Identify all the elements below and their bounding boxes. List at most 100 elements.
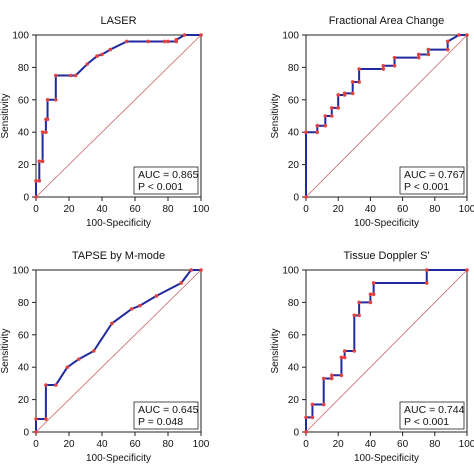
roc-point [416,52,421,57]
roc-point [40,130,45,134]
x-tick-label: 80 [429,439,441,450]
roc-point [54,98,58,102]
y-tick-label: 0 [23,193,29,204]
roc-point [357,300,361,305]
roc-point [321,402,326,407]
roc-point [321,376,326,381]
roc-point [85,62,89,66]
roc-point [352,349,357,353]
roc-panel-3: TAPSE by M-mode 0 20 40 60 80 100 0 20 40 60 80 100 1… [0,250,210,464]
roc-point [40,159,45,164]
roc-point [445,47,450,52]
y-tick-label: 20 [18,160,30,171]
roc-point [73,73,78,78]
chart-title: LASER [100,15,136,27]
roc-point [310,415,315,420]
y-tick-label: 80 [18,298,30,309]
x-tick-label: 80 [162,204,174,215]
roc-point [368,300,373,305]
auc-value: AUC = 0.767 [404,169,465,181]
roc-point [34,417,38,421]
plot-frame [305,269,468,433]
roc-point [45,98,50,102]
roc-point [37,159,42,164]
p-value: P < 0.001 [404,416,449,428]
roc-point [44,417,48,421]
x-tick-label: 100 [459,204,474,215]
roc-point [424,281,429,285]
roc-point [95,54,99,58]
roc-point [304,130,308,134]
y-tick-label: 40 [288,128,300,139]
roc-point [34,195,38,199]
roc-point [129,307,134,311]
y-tick-label: 80 [18,63,30,74]
roc-point [304,195,308,199]
roc-point [166,39,170,44]
x-tick-label: 0 [33,439,39,450]
x-tick-label: 20 [63,439,75,450]
roc-point [174,38,179,42]
roc-panel-1: LASER 0 20 40 60 80 100 0 20 40 60 80 100 100-Specifi… [0,15,210,229]
roc-point [182,33,187,37]
roc-point [371,281,376,285]
roc-point [336,93,341,97]
roc-point [315,130,320,134]
roc-point [179,281,183,285]
y-tick-label: 80 [288,298,300,309]
roc-point [323,123,328,128]
y-tick-label: 20 [18,395,30,406]
reference-diagonal [305,34,468,198]
reference-diagonal [305,269,468,433]
roc-point [357,80,361,84]
roc-point [315,123,320,128]
roc-curve [305,34,467,197]
roc-point [357,67,361,71]
roc-point [110,321,114,326]
roc-point [138,303,142,308]
x-tick-label: 100 [193,204,210,215]
y-axis-label: Sensitivity [0,328,11,373]
y-tick-label: 100 [12,31,29,42]
y-tick-label: 60 [18,95,30,106]
roc-point [350,80,355,84]
roc-point [416,55,421,60]
x-tick-label: 60 [397,439,409,450]
x-tick-label: 20 [333,204,345,215]
x-tick-label: 80 [429,204,441,215]
roc-point [371,292,376,297]
roc-point [381,67,386,71]
roc-point [392,55,397,60]
roc-point [44,130,48,134]
y-tick-label: 40 [288,363,300,374]
roc-point [34,430,38,434]
y-tick-label: 0 [23,428,29,439]
auc-box [133,166,199,195]
x-tick-label: 40 [365,439,377,450]
roc-panel-2: Fractional Area Change 0 20 40 60 80 100 0 20 40 6… [270,15,474,229]
roc-point [457,33,461,37]
chart-title: Tissue Doppler S' [343,250,429,262]
roc-point [323,114,328,118]
auc-box [399,401,465,430]
x-axis-label: 100-Specificity [354,218,419,229]
chart-title: TAPSE by M-mode [72,250,165,262]
auc-box [133,401,199,430]
roc-point [304,430,308,434]
roc-point [146,39,150,44]
y-axis-label: Sensitivity [270,93,281,138]
x-tick-label: 60 [129,439,141,450]
auc-value: AUC = 0.645 [138,404,199,416]
roc-point [426,52,431,57]
y-tick-label: 0 [293,193,299,204]
roc-point [37,179,42,183]
roc-point [336,106,341,110]
x-axis-label: 100-Specificity [86,453,151,464]
roc-point [342,355,347,360]
roc-point [310,402,315,407]
x-tick-label: 0 [303,204,309,215]
x-tick-label: 20 [333,439,345,450]
roc-point [68,73,73,78]
roc-point [465,33,469,37]
x-tick-label: 100 [193,439,210,450]
